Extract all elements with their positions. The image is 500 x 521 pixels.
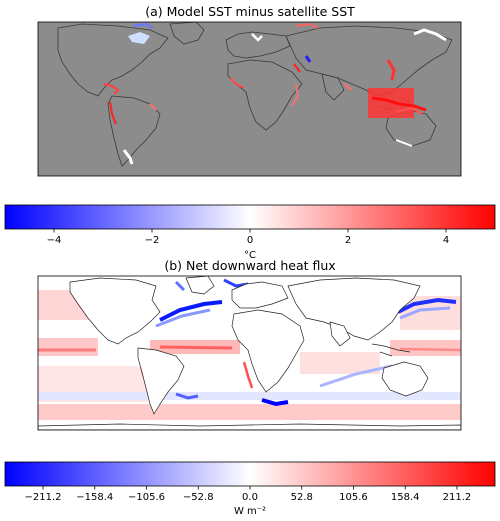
land-asia xyxy=(287,277,421,341)
coast-europe xyxy=(225,31,291,59)
colorbar-a-ticks: −4 −2 0 2 4 xyxy=(47,229,449,246)
colorbar-b-tick-label: 158.4 xyxy=(391,492,420,503)
anomaly-arctic-russia xyxy=(295,22,319,29)
land-maritime-continent xyxy=(371,343,411,357)
flux-indian-ocean xyxy=(300,352,380,374)
colorbar-a-tick-label: −4 xyxy=(47,235,62,246)
coast-north-america xyxy=(57,23,169,97)
colorbar-a: −4 −2 0 2 4 °C xyxy=(4,204,496,261)
colorbar-b-gradient xyxy=(4,461,496,487)
anomaly-maritime-continent xyxy=(368,88,414,118)
colorbar-b-tick-label: 105.6 xyxy=(339,492,368,503)
flux-gulf-stream xyxy=(159,300,223,322)
land-antarctica xyxy=(38,423,461,430)
flux-labrador-sea xyxy=(174,280,186,292)
land-europe xyxy=(231,281,289,309)
colorbar-a-tick-label: −2 xyxy=(145,235,160,246)
anomaly-south-australia xyxy=(395,139,413,147)
land-south-america xyxy=(137,347,185,415)
colorbar-a-gradient xyxy=(4,204,496,230)
colorbar-b-tick-label: −52.8 xyxy=(183,492,214,503)
coast-india xyxy=(321,73,345,101)
anomaly-red-sea xyxy=(293,63,301,73)
colorbar-b-tick-label: 211.2 xyxy=(443,492,472,503)
anomaly-bay-of-bengal xyxy=(343,83,353,91)
anomaly-okhotsk xyxy=(413,28,447,42)
land-india xyxy=(329,321,351,347)
panel-b-frame xyxy=(37,275,462,431)
panel-a-map xyxy=(38,22,461,176)
anomaly-baltic xyxy=(251,33,263,42)
colorbar-b: −211.2 −158.4 −105.6 −52.8 0.0 52.8 105.6 158.4… xyxy=(4,461,496,517)
anomaly-west-africa xyxy=(229,77,245,89)
colorbar-b-tick-label: −105.6 xyxy=(128,492,165,503)
flux-southern-ocean-cold xyxy=(38,392,461,400)
flux-gulf-stream-halo xyxy=(155,308,211,328)
land-australia xyxy=(381,361,429,397)
colorbar-a-tick-label: 4 xyxy=(443,235,449,246)
flux-kuroshio xyxy=(397,297,457,314)
panel-a-anomalies xyxy=(103,22,447,165)
anomaly-west-south-america xyxy=(109,101,117,125)
anomaly-caspian xyxy=(304,55,312,63)
panel-b-land xyxy=(38,276,461,430)
panel-a-frame xyxy=(37,21,462,177)
flux-equatorial-pacific-west xyxy=(390,340,461,356)
coast-greenland xyxy=(169,22,205,45)
flux-south-indian-cold xyxy=(319,364,393,388)
land-north-america xyxy=(69,277,161,345)
flux-agulhas xyxy=(261,398,289,407)
colorbar-a-tick-label: 2 xyxy=(345,235,351,246)
flux-benguela xyxy=(242,361,254,389)
anomaly-hudson-bay xyxy=(128,32,150,44)
anomaly-patagonia xyxy=(122,149,134,165)
anomaly-east-china xyxy=(386,59,396,81)
colorbar-b-label: W m⁻² xyxy=(234,506,266,517)
colorbar-b-tick-label: 0.0 xyxy=(242,492,258,503)
panel-b-title: (b) Net downward heat flux xyxy=(164,258,335,273)
anomaly-arctic-canada xyxy=(133,22,153,30)
panel-b-flux xyxy=(38,278,461,420)
flux-equatorial-pacific xyxy=(38,338,98,356)
flux-southern-ocean-belt xyxy=(38,404,461,420)
land-africa xyxy=(231,309,305,393)
colorbar-b-tick-label: −211.2 xyxy=(25,492,62,503)
anomaly-north-australia xyxy=(395,106,423,116)
flux-brazil-malvinas xyxy=(175,392,199,400)
colorbar-b-ticks: −211.2 −158.4 −105.6 −52.8 0.0 52.8 105.6 158.4… xyxy=(25,486,472,503)
anomaly-maritime-continent-edge xyxy=(371,96,427,112)
flux-kuroshio-halo xyxy=(399,306,451,320)
colorbar-b-tick-label: −158.4 xyxy=(76,492,113,503)
colorbar-a-tick-label: 0 xyxy=(247,235,253,246)
anomaly-northeast-brazil xyxy=(149,103,157,111)
colorbar-a-label: °C xyxy=(244,250,256,261)
flux-equator-pacific-west-strong xyxy=(399,347,461,352)
colorbar-b-tick-label: 52.8 xyxy=(291,492,313,503)
anomaly-gulf-of-mexico xyxy=(103,82,120,95)
anomaly-east-africa xyxy=(291,83,299,107)
panel-b-map xyxy=(38,276,461,430)
flux-equator-atlantic-strong xyxy=(159,345,233,350)
panel-a-title: (a) Model SST minus satellite SST xyxy=(145,4,355,19)
